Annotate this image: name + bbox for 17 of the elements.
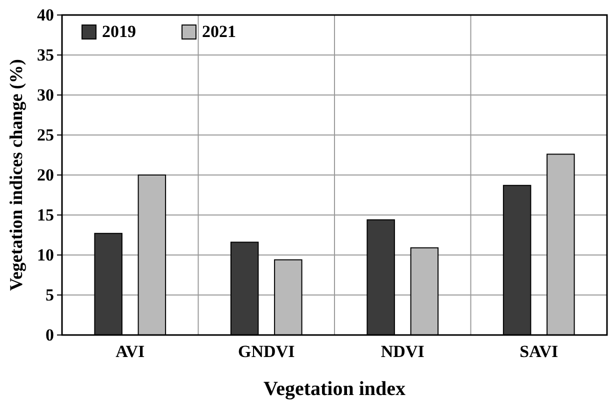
legend-label: 2019 — [102, 22, 136, 41]
y-tick-label: 15 — [37, 205, 54, 224]
legend-label: 2021 — [202, 22, 236, 41]
x-tick-label: SAVI — [520, 342, 558, 362]
y-tick-label: 0 — [46, 325, 54, 344]
y-tick-label: 25 — [37, 125, 54, 144]
y-tick-label: 30 — [37, 85, 54, 104]
y-tick-label: 40 — [37, 5, 54, 24]
x-tick-label: AVI — [116, 342, 145, 362]
x-axis-title: Vegetation index — [263, 378, 406, 400]
y-tick-label: 20 — [37, 165, 54, 184]
x-tick-label: NDVI — [380, 342, 425, 362]
x-tick-label: GNDVI — [238, 342, 296, 362]
y-tick-label: 10 — [37, 245, 54, 264]
y-axis-title: Vegetation indices change (%) — [6, 59, 26, 291]
y-tick-label: 35 — [37, 45, 54, 64]
y-tick-label: 5 — [46, 285, 54, 304]
